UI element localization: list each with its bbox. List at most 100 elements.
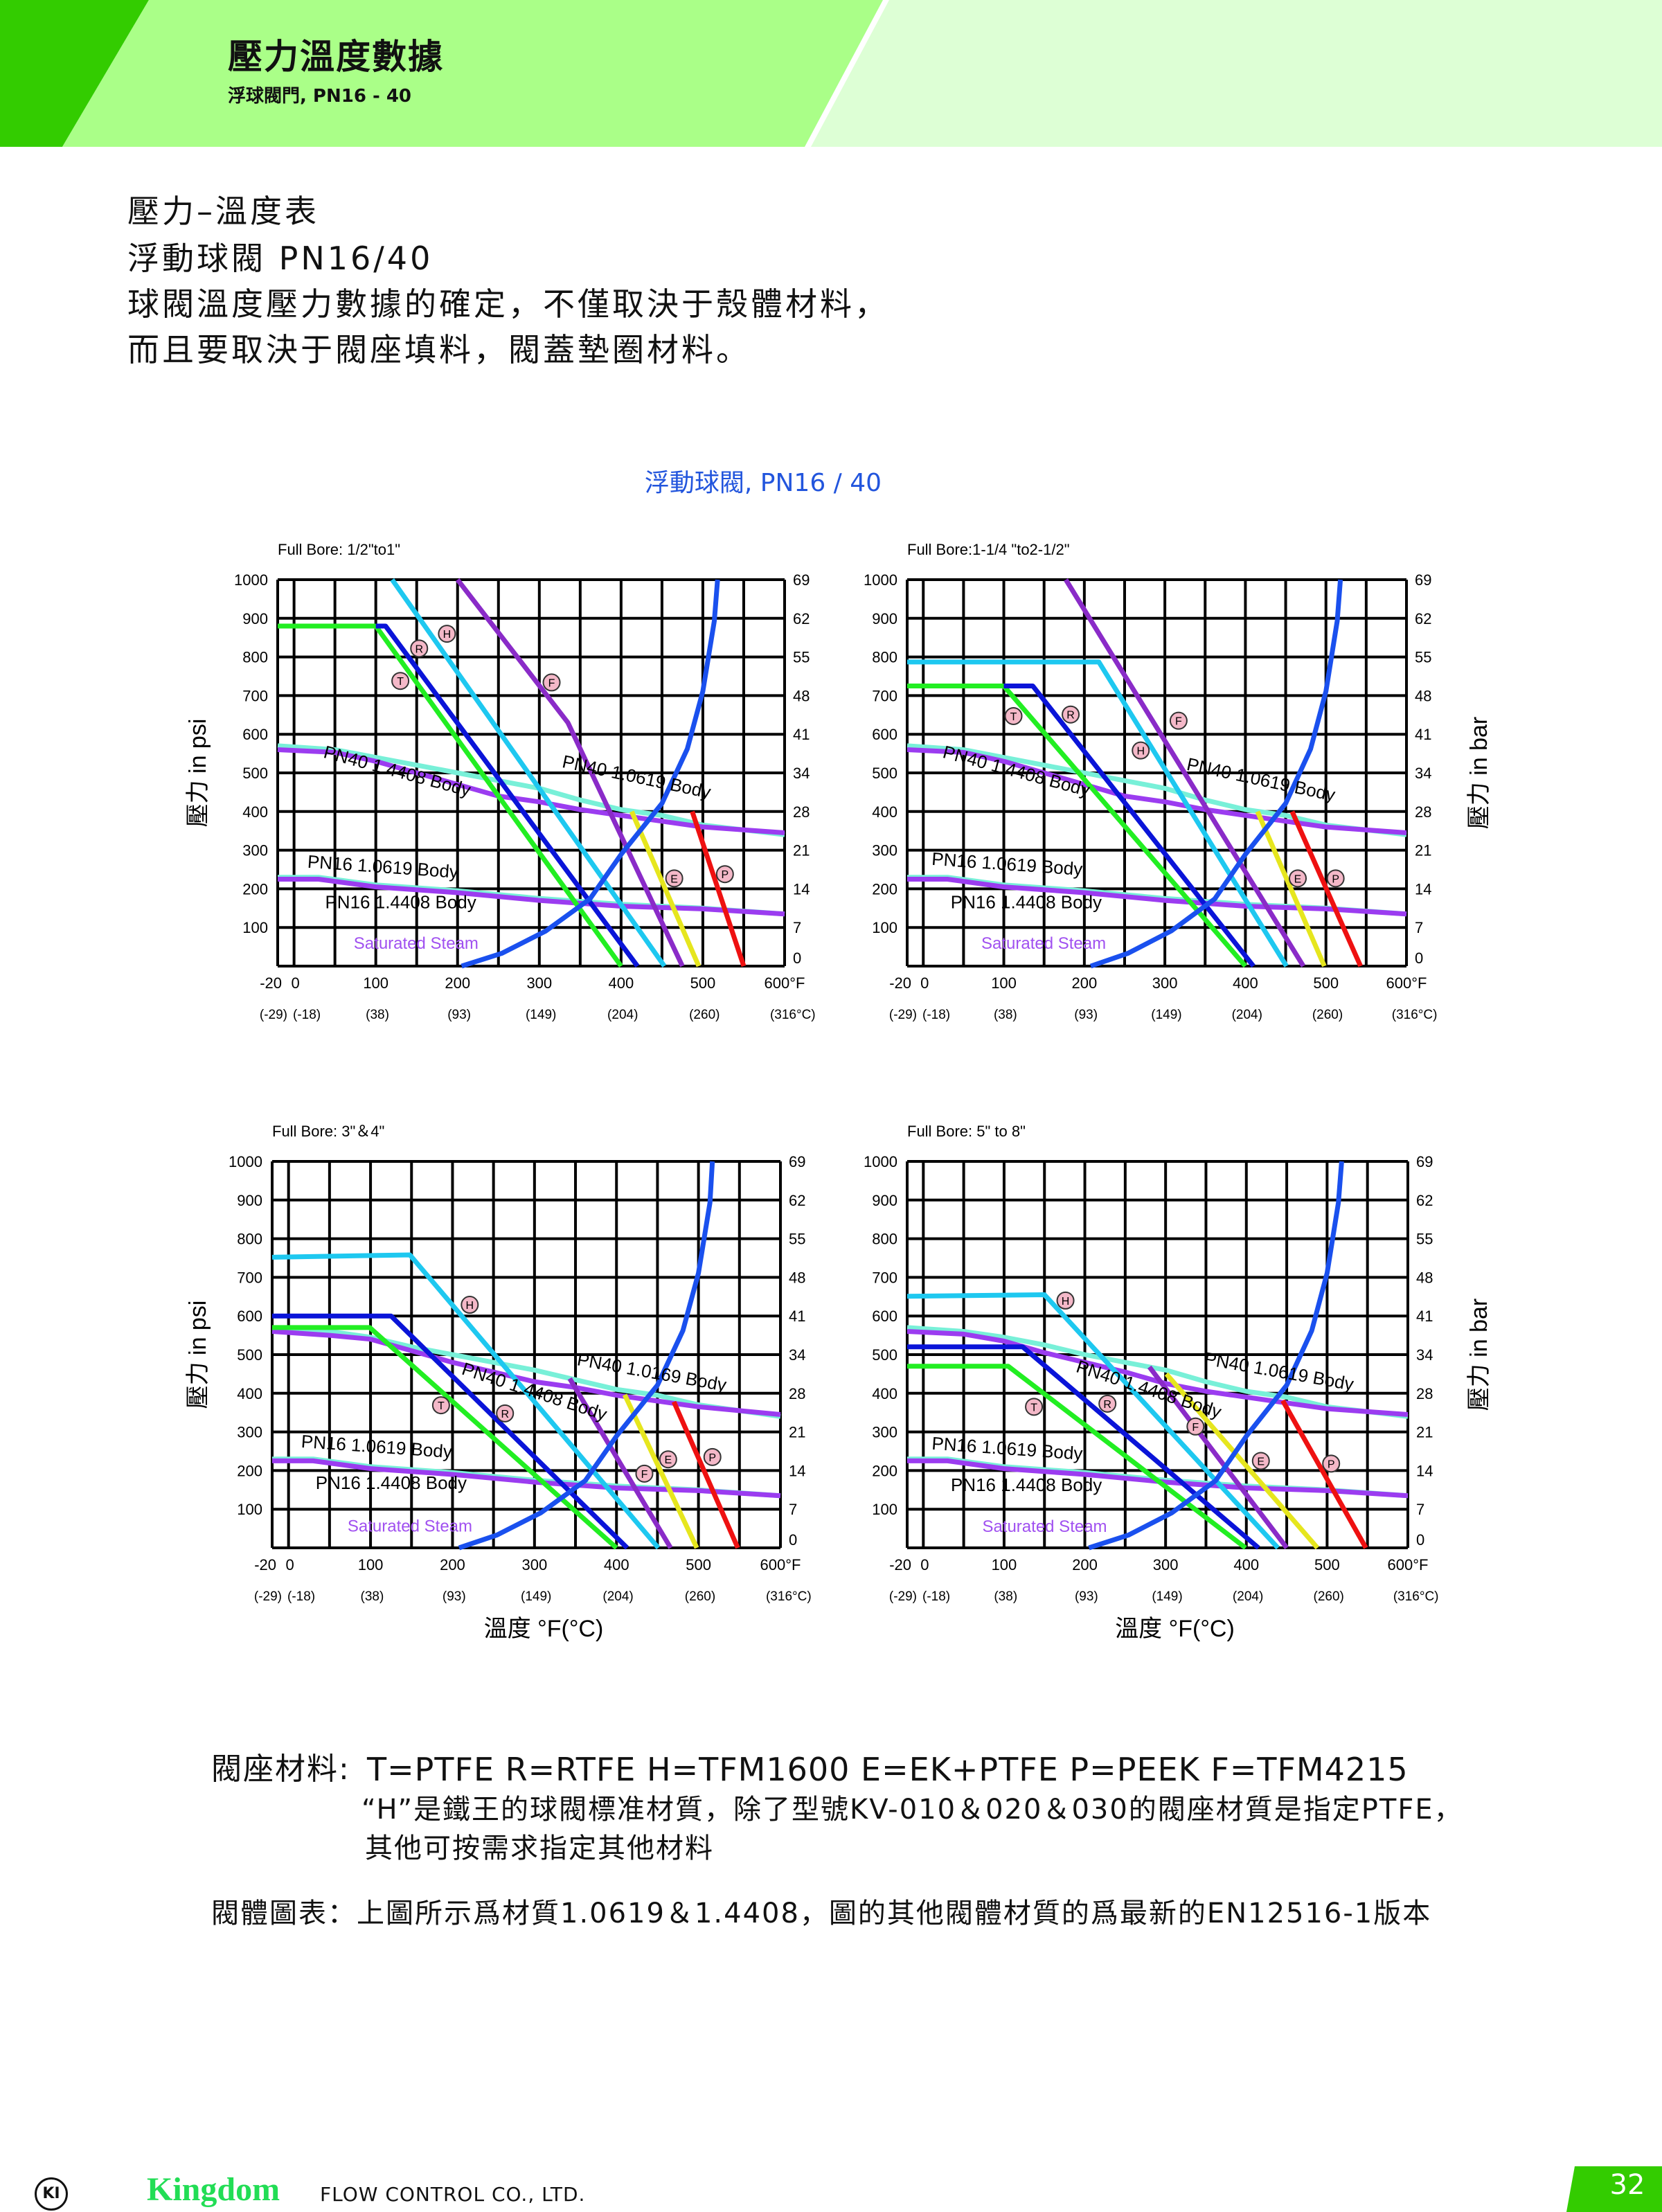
y2-tick-label: 34 [793, 765, 810, 782]
y-tick-label: 300 [242, 842, 268, 859]
series-line-e [1164, 1372, 1320, 1550]
seat-marker-r: R [410, 639, 429, 658]
x-tick-label-celsius: (-29) [889, 1589, 917, 1604]
x-tick-label-celsius: (93) [1075, 1589, 1098, 1604]
y2-tick-label: 69 [1415, 571, 1431, 589]
seat-marker-h: H [1056, 1291, 1075, 1310]
x-tick-label-celsius: (149) [521, 1589, 551, 1604]
seat-marker-label: F [1175, 716, 1182, 728]
seat-marker-label: E [1294, 873, 1302, 885]
x-tick-label: 300 [521, 1556, 547, 1573]
seat-marker-r: R [1098, 1394, 1117, 1413]
y2-tick-label: 0 [1416, 1531, 1424, 1549]
x-tick-label: 300 [1152, 974, 1178, 992]
seat-marker-f: F [635, 1464, 654, 1483]
x-tick-label-celsius: (204) [602, 1589, 633, 1604]
seat-marker-label: P [721, 869, 729, 881]
y-tick-label: 200 [872, 1462, 897, 1479]
x-tick-label: 0 [291, 974, 299, 992]
x-tick-label: 100 [358, 1556, 384, 1573]
seat-note-line-1: “H”是鐵王的球閥標准材質，除了型號KV-010＆020＆030的閥座材質是指定… [361, 1794, 1463, 1826]
x-tick-label: 400 [1233, 974, 1258, 992]
series-label: Saturated Steam [981, 934, 1106, 953]
x-tick-label-celsius: (93) [1074, 1008, 1098, 1022]
series-line-t [907, 1364, 1247, 1550]
x-tick-label: 0 [286, 1556, 294, 1573]
seat-marker-label: E [670, 873, 678, 885]
header-dark-band [0, 0, 149, 147]
series-line-e [1255, 810, 1327, 967]
y2-tick-label: 41 [793, 726, 810, 743]
x-tick-label: 600°F [760, 1556, 801, 1573]
seat-marker-label: F [1192, 1422, 1199, 1434]
y-tick-label: 200 [237, 1462, 262, 1479]
series-line-saturated-steam [1089, 579, 1343, 969]
x-tick-label-celsius: (93) [447, 1008, 471, 1022]
seat-marker-r: R [1062, 705, 1080, 724]
y2-tick-label: 48 [793, 687, 810, 704]
series-line-pn40-1-0619-body [906, 1325, 1409, 1419]
page-number: 32 [1609, 2169, 1645, 2201]
y2-tick-label: 28 [789, 1385, 805, 1402]
y-tick-label: 900 [872, 610, 897, 627]
series-line-h [907, 659, 1289, 967]
seat-marker-label: T [397, 676, 404, 688]
company-logo: KI [35, 2177, 68, 2211]
x-tick-label-celsius: (260) [685, 1589, 715, 1604]
y-tick-label: 400 [242, 803, 268, 821]
y2-tick-label: 28 [1415, 803, 1431, 821]
series-line-pn16-1-4408-body [272, 1458, 781, 1499]
y2-tick-label: 34 [1415, 765, 1431, 782]
y-tick-label: 400 [872, 803, 897, 821]
y-tick-label: 1000 [229, 1153, 262, 1170]
series-label: Saturated Steam [982, 1517, 1107, 1536]
y-tick-label: 600 [242, 726, 268, 743]
x-tick-label: 200 [1071, 974, 1097, 992]
seat-marker-label: T [1030, 1402, 1037, 1413]
y2-tick-label: 14 [1416, 1462, 1433, 1479]
x-tick-label-celsius: (260) [1312, 1008, 1343, 1022]
seat-marker-label: P [708, 1452, 716, 1464]
series-line-r [907, 1344, 1260, 1550]
brand-name: Kingdom [147, 2171, 280, 2208]
series-line-pn16-1-4408-body [907, 1458, 1409, 1499]
series-line-r [375, 623, 640, 968]
series-label: PN16 1.4408 Body [951, 891, 1102, 912]
intro-text-line-2: 而且要取決于閥座填料，閥蓋墊圈材料。 [127, 331, 751, 368]
header-pale-band [811, 0, 1662, 147]
x-tick-label: 300 [526, 974, 552, 992]
y-tick-label: 600 [872, 1308, 897, 1325]
x-tick-label-celsius: (316°C) [1393, 1589, 1439, 1604]
y2-tick-label: 48 [789, 1269, 805, 1286]
seat-materials-label: 閥座材料: [211, 1751, 350, 1787]
y2-axis-label: 壓力 in bar [1466, 1299, 1492, 1411]
y2-tick-label: 34 [1416, 1346, 1433, 1364]
y2-tick-label: 7 [793, 919, 801, 936]
y2-tick-label: 41 [1416, 1308, 1433, 1325]
y2-tick-label: 69 [789, 1153, 805, 1170]
x-tick-label-celsius: (204) [1233, 1589, 1263, 1604]
seat-marker-p: P [715, 865, 734, 884]
y-tick-label: 100 [872, 919, 897, 936]
series-line-r [272, 1313, 629, 1550]
y-tick-label: 100 [237, 1501, 262, 1518]
y2-tick-label: 0 [793, 949, 801, 967]
chart-title: Full Bore: 5" to 8" [907, 1123, 1026, 1140]
x-tick-label-celsius: (149) [526, 1008, 556, 1022]
x-tick-label-celsius: (260) [1314, 1589, 1344, 1604]
y-tick-label: 300 [872, 1424, 897, 1441]
y2-tick-label: 55 [1416, 1231, 1433, 1248]
seat-marker-label: P [1332, 873, 1339, 885]
x-tick-label: 0 [920, 1556, 929, 1573]
seat-marker-label: H [1136, 746, 1145, 758]
chart-title: Full Bore: 3"＆4" [272, 1123, 384, 1140]
x-tick-label-celsius: (-18) [922, 1589, 950, 1604]
series-line-pn16-1-4408-body [278, 877, 785, 917]
seat-marker-t: T [1004, 706, 1023, 725]
x-tick-label-celsius: (204) [1232, 1008, 1262, 1022]
page-number-badge [1566, 2166, 1662, 2212]
series-line-e [622, 1393, 699, 1549]
seat-marker-label: P [1328, 1459, 1335, 1470]
y2-tick-label: 21 [789, 1424, 805, 1441]
series-label: PN16 1.4408 Body [325, 891, 476, 912]
